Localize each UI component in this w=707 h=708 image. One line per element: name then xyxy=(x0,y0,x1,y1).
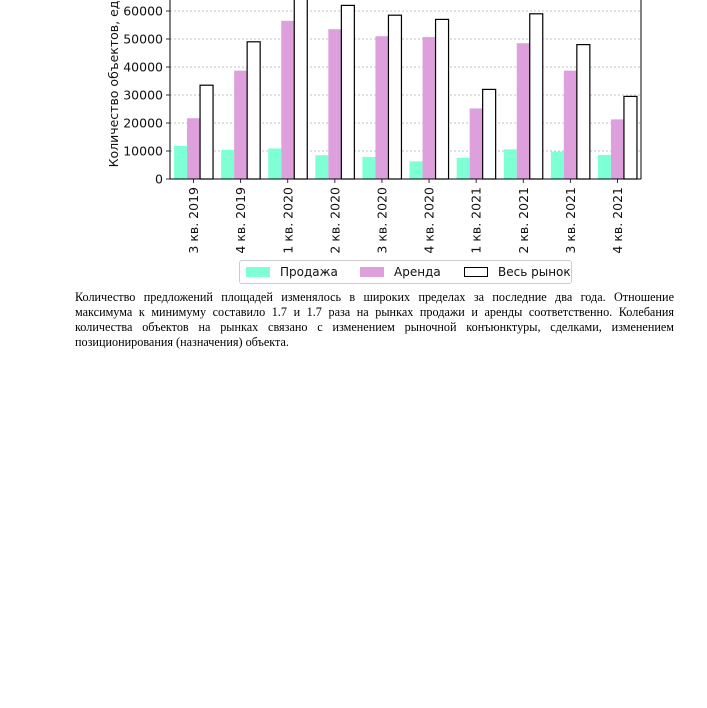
bar-total xyxy=(529,13,544,180)
bar-sale xyxy=(174,145,188,179)
x-tick-label: 3 кв. 2021 xyxy=(563,187,578,254)
x-tick-label: 3 кв. 2019 xyxy=(186,187,201,254)
bar-rent xyxy=(422,37,436,179)
legend-item-sale: Продажа xyxy=(246,265,338,279)
bar-rent xyxy=(610,119,624,179)
y-tick-label: 30000 xyxy=(123,88,163,103)
legend-swatch-rent xyxy=(360,267,384,277)
bar-total xyxy=(199,84,214,180)
y-axis: 0 10000 20000 30000 40000 50000 60000 xyxy=(123,0,642,187)
bar-total xyxy=(293,0,308,180)
bar-rent xyxy=(375,36,389,180)
x-tick-label: 3 кв. 2020 xyxy=(374,187,389,254)
bar-sale xyxy=(315,155,329,179)
chart-legend: Продажа Аренда Весь рынок xyxy=(239,260,572,284)
bar-total xyxy=(482,88,497,180)
y-axis-label: Количество объектов, ед. xyxy=(106,0,121,167)
bar-rent xyxy=(563,70,577,179)
bar-sale xyxy=(362,156,376,179)
bars xyxy=(174,0,638,180)
bar-total xyxy=(246,41,261,180)
bar-rent xyxy=(187,118,201,179)
legend-item-total: Весь рынок xyxy=(464,265,571,279)
bar-rent xyxy=(516,43,530,180)
y-tick-label: 20000 xyxy=(123,116,163,131)
x-axis: 3 кв. 2019 4 кв. 2019 1 кв. 2020 2 кв. 2020… xyxy=(170,178,641,254)
bar-sale xyxy=(268,148,282,179)
legend-label-rent: Аренда xyxy=(394,265,441,279)
bar-sale xyxy=(503,149,517,179)
y-tick-label: 10000 xyxy=(123,144,163,159)
bar-total xyxy=(387,14,403,180)
x-tick-label: 4 кв. 2019 xyxy=(233,187,248,254)
bar-rent xyxy=(469,108,483,179)
bar-sale xyxy=(597,154,611,179)
y-tick-label: 60000 xyxy=(123,4,163,19)
bar-rent xyxy=(328,29,342,180)
legend-label-total: Весь рынок xyxy=(498,265,571,279)
bar-sale xyxy=(409,161,423,179)
bar-total xyxy=(623,95,638,180)
bar-sale xyxy=(550,151,564,179)
x-tick-label: 2 кв. 2020 xyxy=(327,187,342,254)
legend-swatch-sale xyxy=(246,267,270,277)
y-tick-label: 40000 xyxy=(123,60,163,75)
x-tick-label: 1 кв. 2020 xyxy=(280,187,295,254)
x-tick-label: 2 кв. 2021 xyxy=(516,187,531,254)
x-tick-label: 1 кв. 2021 xyxy=(469,187,484,254)
y-tick-label: 50000 xyxy=(123,32,163,47)
bar-total xyxy=(434,18,450,180)
legend-label-sale: Продажа xyxy=(280,265,338,279)
figure-caption: Количество предложений площадей изменяло… xyxy=(75,290,674,349)
x-tick-label: 4 кв. 2020 xyxy=(422,187,437,254)
legend-item-rent: Аренда xyxy=(360,265,441,279)
y-tick-label: 0 xyxy=(155,172,163,187)
bar-rent xyxy=(234,70,248,179)
x-tick-label: 4 кв. 2021 xyxy=(610,187,625,254)
grid-lines xyxy=(170,10,641,152)
legend-swatch-total xyxy=(464,267,488,277)
market-bar-chart: 0 10000 20000 30000 40000 50000 60000 3 кв. 20… xyxy=(106,0,642,254)
bar-rent xyxy=(281,20,295,179)
bar-sale xyxy=(221,149,235,179)
bar-sale xyxy=(456,157,470,179)
bar-total xyxy=(340,4,355,180)
bar-total xyxy=(576,43,591,180)
